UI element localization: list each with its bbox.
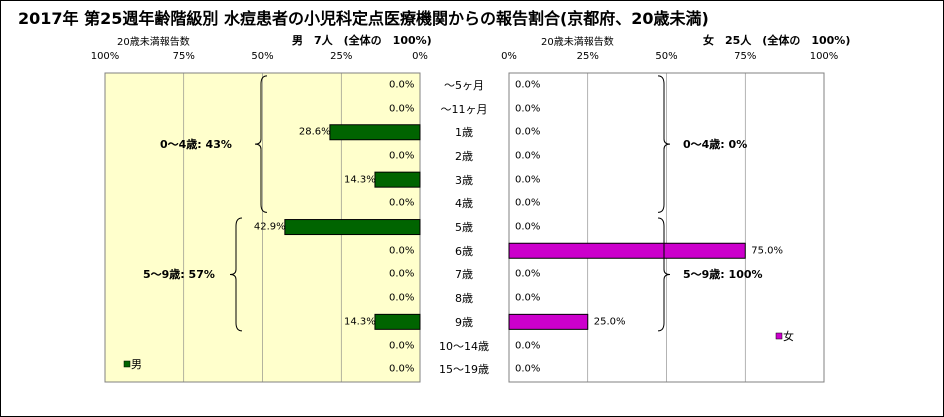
female-data-label: 75.0% — [751, 245, 784, 257]
male-data-label: 0.0% — [389, 245, 415, 257]
age-category-label: 8歳 — [455, 292, 473, 306]
female-legend-swatch — [775, 332, 783, 340]
male-tick-label: 75% — [172, 51, 195, 62]
male-data-label: 28.6% — [298, 126, 331, 138]
male-data-label: 0.0% — [389, 79, 415, 91]
male-tick-label: 25% — [330, 51, 353, 62]
age-category-label: 15～19歳 — [439, 363, 489, 377]
bar-series — [284, 124, 746, 330]
age-category-label: 3歳 — [455, 173, 473, 187]
female-header-count-label: 20歳未満報告数 — [541, 37, 614, 48]
female-tick-label: 75% — [734, 51, 757, 62]
male-tick-label: 50% — [251, 51, 274, 62]
age-category-label: 7歳 — [455, 268, 473, 282]
age-category-label: ～11ヶ月 — [440, 102, 488, 116]
female-group-label: 5～9歳: 100% — [683, 268, 763, 282]
male-group-brace — [229, 217, 243, 332]
male-tick-label: 100% — [90, 51, 120, 62]
female-data-label: 0.0% — [515, 103, 541, 115]
female-data-label: 0.0% — [515, 197, 541, 209]
male-data-label: 0.0% — [389, 363, 415, 375]
age-category-label: 9歳 — [455, 315, 473, 329]
female-tick-label: 25% — [576, 51, 599, 62]
age-category-label: ～5ヶ月 — [444, 78, 484, 92]
male-data-label: 0.0% — [389, 197, 415, 209]
age-category-label: 6歳 — [455, 244, 473, 258]
group-braces — [229, 75, 671, 332]
female-data-label: 0.0% — [515, 340, 541, 352]
age-category-label: 4歳 — [455, 197, 473, 211]
male-header-count-label: 20歳未満報告数 — [117, 37, 190, 48]
age-category-label: 2歳 — [455, 149, 473, 163]
male-bar — [284, 219, 421, 236]
female-header-total: 女 25人 (全体の 100%) — [703, 34, 851, 47]
female-tick-label: 50% — [655, 51, 678, 62]
female-data-label: 0.0% — [515, 174, 541, 186]
male-group-label: 5～9歳: 57% — [143, 268, 215, 282]
female-data-label: 0.0% — [515, 268, 541, 280]
female-bar — [508, 313, 589, 330]
male-bar — [374, 171, 421, 188]
age-category-label: 5歳 — [455, 221, 473, 235]
age-category-label: 1歳 — [455, 126, 473, 140]
male-data-label: 0.0% — [389, 340, 415, 352]
female-group-label: 0～4歳: 0% — [683, 138, 748, 152]
male-header-total: 男 7人 (全体の 100%) — [292, 34, 432, 47]
male-tick-label: 0% — [412, 51, 428, 62]
female-tick-label: 100% — [809, 51, 839, 62]
female-data-label: 25.0% — [593, 316, 626, 328]
male-legend-label: 男 — [131, 358, 142, 371]
chart-title: 2017年 第25週年齢階級別 水痘患者の小児科定点医療機関からの報告割合(京都… — [18, 9, 709, 28]
female-data-label: 0.0% — [515, 363, 541, 375]
male-bar — [374, 313, 421, 330]
female-data-label: 0.0% — [515, 292, 541, 304]
female-tick-label: 0% — [501, 51, 517, 62]
male-group-label: 0～4歳: 43% — [160, 138, 232, 152]
female-data-label: 0.0% — [515, 150, 541, 162]
male-data-label: 0.0% — [389, 103, 415, 115]
female-data-label: 0.0% — [515, 79, 541, 91]
male-bar — [329, 124, 421, 141]
female-data-label: 0.0% — [515, 221, 541, 233]
female-data-label: 0.0% — [515, 126, 541, 138]
female-group-brace — [657, 217, 671, 332]
female-legend-label: 女 — [783, 330, 794, 343]
age-category-label: 10～14歳 — [439, 339, 489, 353]
female-bar — [508, 242, 746, 259]
male-legend-swatch — [123, 360, 131, 368]
male-data-label: 42.9% — [253, 221, 286, 233]
male-data-label: 0.0% — [389, 268, 415, 280]
female-group-brace — [657, 75, 671, 213]
male-data-label: 0.0% — [389, 150, 415, 162]
male-data-label: 14.3% — [343, 316, 376, 328]
male-data-label: 14.3% — [343, 174, 376, 186]
male-data-label: 0.0% — [389, 292, 415, 304]
male-group-brace — [254, 75, 268, 213]
